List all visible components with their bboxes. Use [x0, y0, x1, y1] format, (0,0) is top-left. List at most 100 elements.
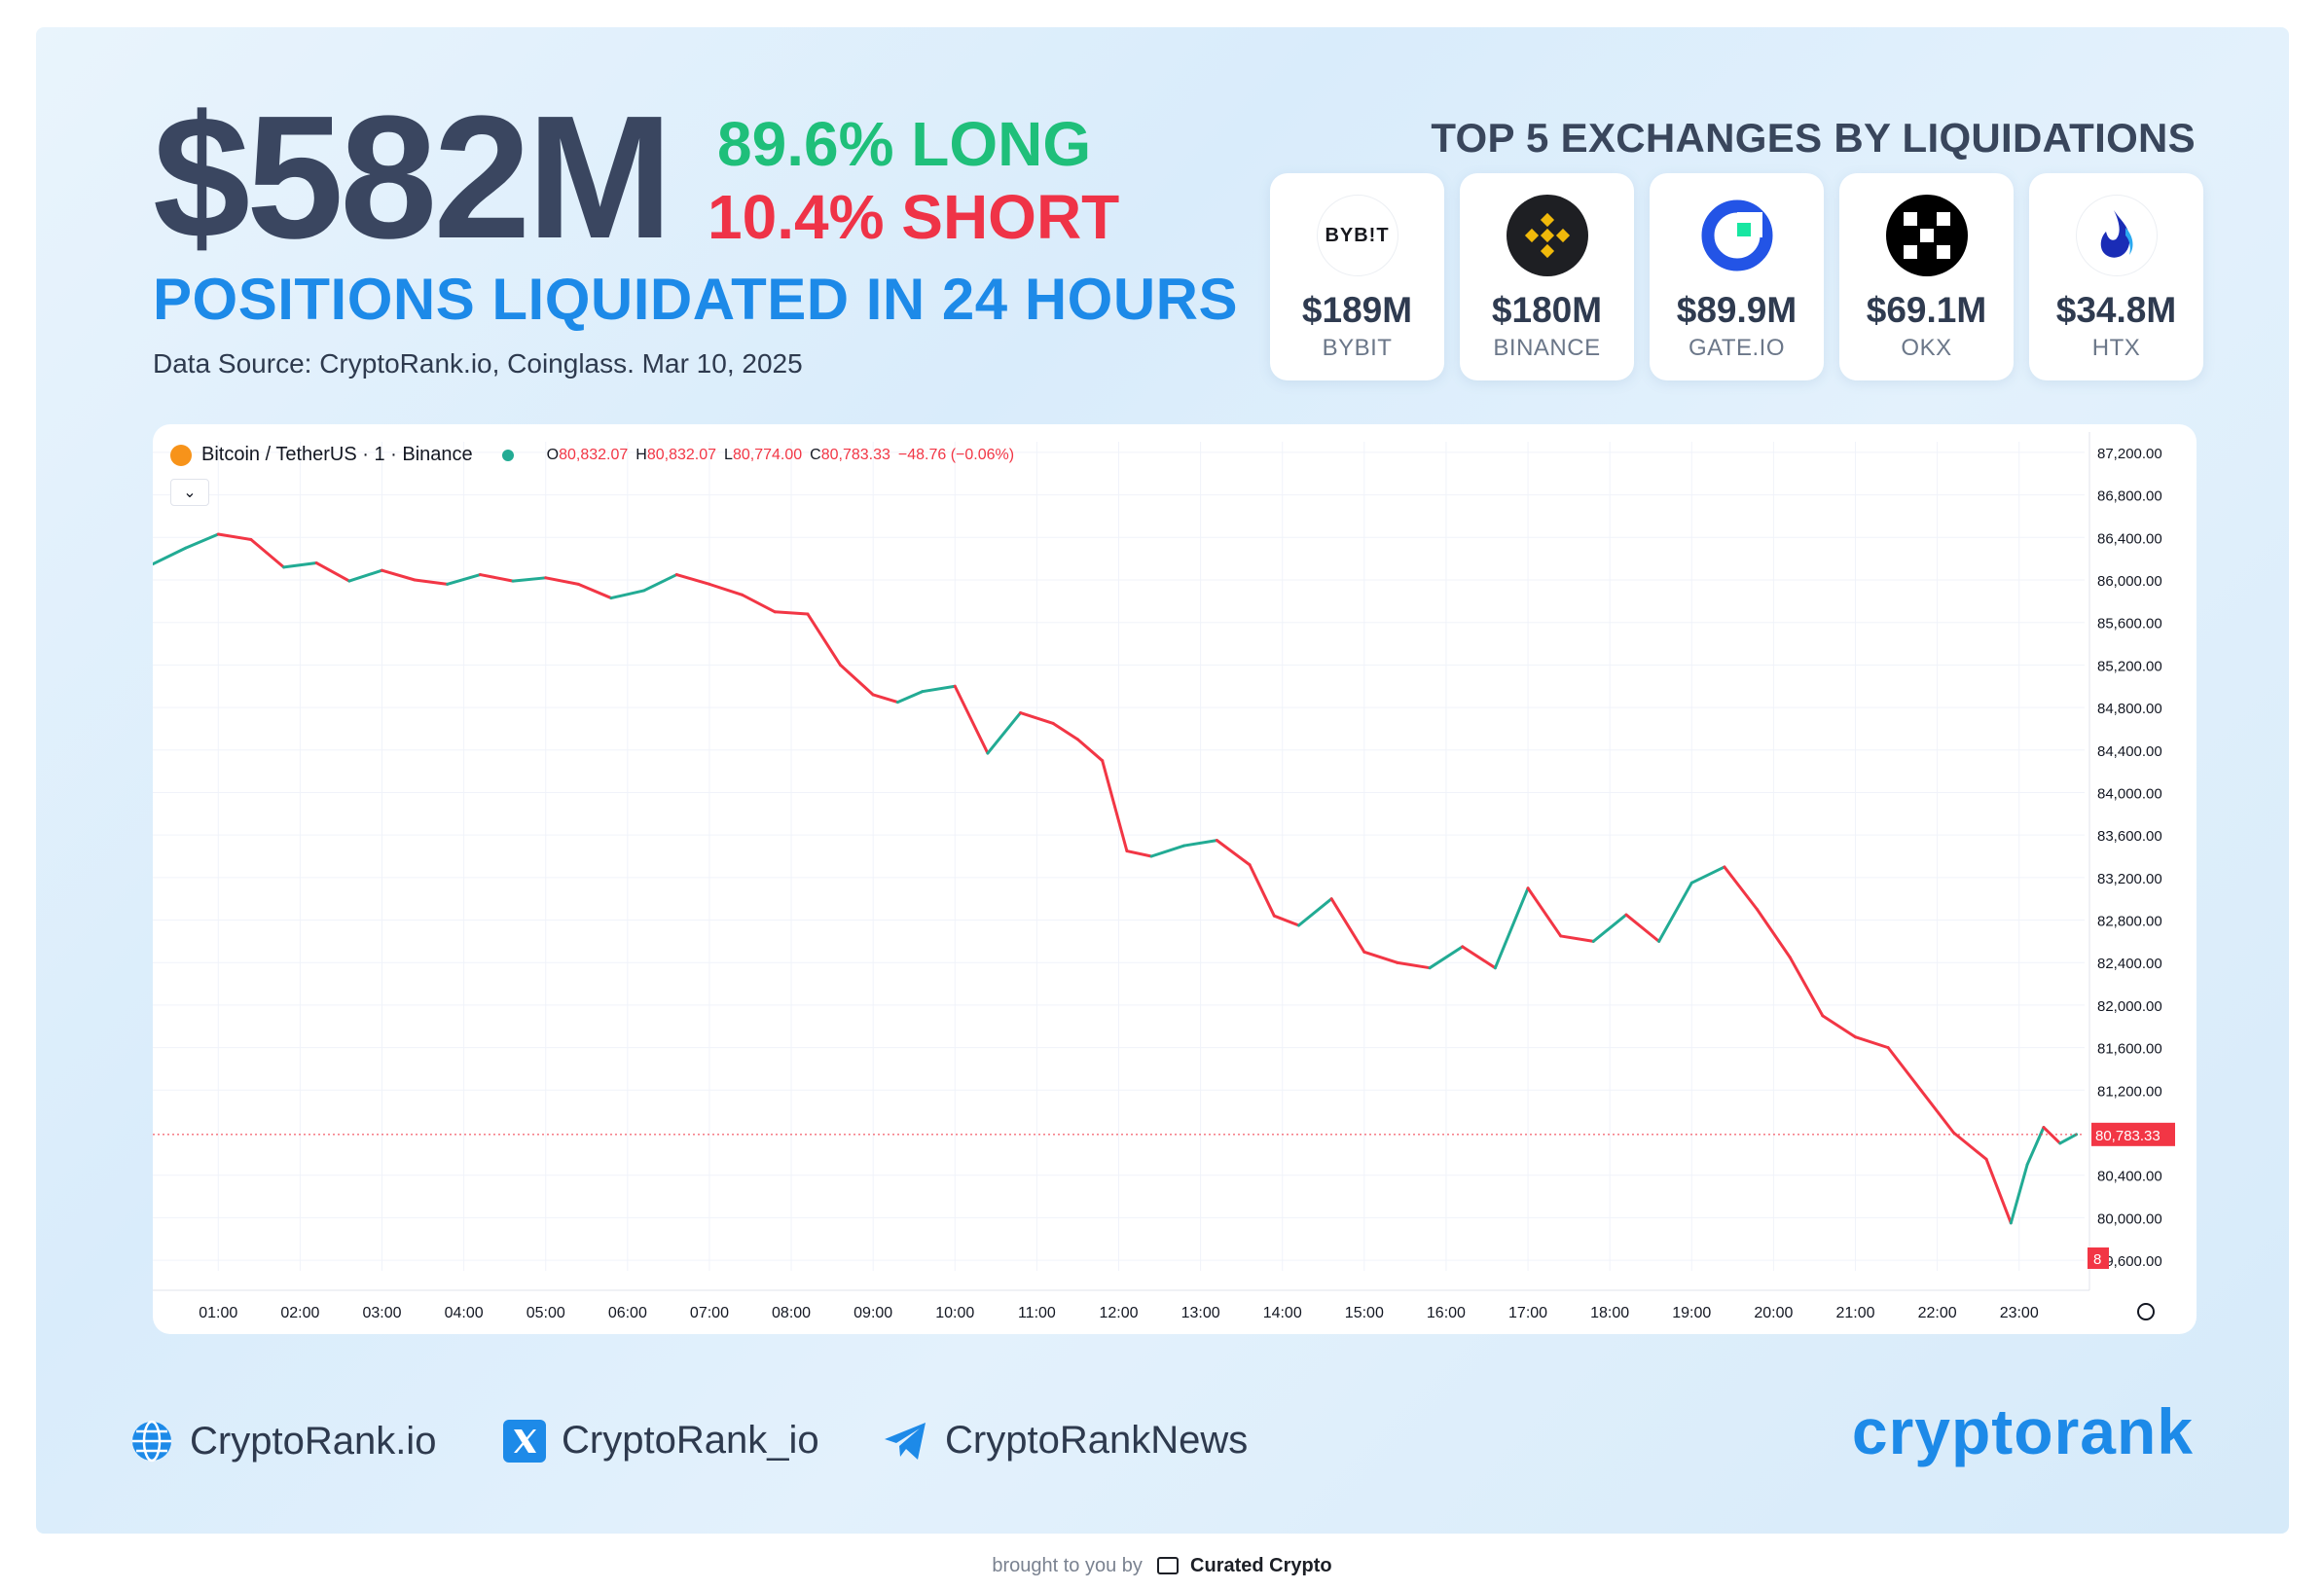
price-segment [1493, 886, 1530, 970]
symbol-label[interactable]: Bitcoin / TetherUS · 1 · Binance [201, 444, 473, 465]
price-segment [2042, 1126, 2062, 1145]
price-segment [1125, 849, 1153, 858]
y-tick-label: 86,800.00 [2097, 488, 2162, 505]
exchange-card-okx: $69.1M OKX [1839, 173, 2014, 380]
price-segment [2009, 1163, 2029, 1225]
price-segment [1149, 844, 1186, 858]
x-tick-label: 15:00 [1345, 1305, 1384, 1321]
price-segment [1723, 865, 1760, 912]
exchange-card-bybit: BYB!T $189M BYBIT [1270, 173, 1444, 380]
liquidation-total: $582M [153, 80, 672, 275]
price-segment [2058, 1133, 2079, 1145]
price-segment [921, 684, 957, 694]
price-segment [1362, 950, 1398, 964]
exchange-card-binance: $180M BINANCE [1460, 173, 1634, 380]
price-segment [282, 561, 318, 569]
chart-legend: Bitcoin / TetherUS · 1 · Binance O80,832… [170, 444, 1014, 466]
x-tick-label: 06:00 [608, 1305, 647, 1321]
chevron-down-icon: ⌄ [183, 485, 197, 501]
y-tick-label: 79,600.00 [2097, 1253, 2162, 1270]
price-segment [1886, 1046, 1923, 1092]
x-tick-label: 12:00 [1099, 1305, 1138, 1321]
x-tick-label: 01:00 [199, 1305, 237, 1321]
brought-prefix: brought to you by [992, 1555, 1143, 1576]
price-segment [674, 573, 711, 586]
price-segment [347, 568, 384, 583]
bitcoin-icon [170, 444, 192, 466]
price-segment [2025, 1126, 2046, 1167]
social-website[interactable]: CryptoRank.io [129, 1419, 436, 1464]
x-tick-label: 16:00 [1427, 1305, 1466, 1321]
exchange-name: BYBIT [1322, 335, 1393, 361]
price-segment [1461, 945, 1497, 970]
low-label: L [724, 446, 733, 463]
x-tick-label: 21:00 [1835, 1305, 1874, 1321]
x-tick-label: 22:00 [1918, 1305, 1957, 1321]
x-handle-label: CryptoRank_io [562, 1419, 819, 1462]
exchange-value: $69.1M [1866, 290, 1987, 330]
price-segment [1788, 956, 1825, 1018]
social-x[interactable]: CryptoRank_io [503, 1419, 819, 1463]
market-status-icon [501, 449, 514, 461]
price-segment [741, 593, 777, 614]
price-segment [642, 573, 678, 593]
price-segment [184, 532, 220, 550]
curated-crypto-icon [1157, 1557, 1180, 1574]
price-segment [609, 589, 646, 600]
x-tick-label: 09:00 [853, 1305, 892, 1321]
price-segment [216, 532, 253, 541]
brought-brand: Curated Crypto [1190, 1555, 1332, 1576]
price-segment [249, 537, 286, 569]
bybit-logo-text: BYB!T [1325, 224, 1390, 246]
price-segment [1689, 865, 1726, 885]
price-segment [446, 573, 482, 586]
x-tick-label: 17:00 [1508, 1305, 1547, 1321]
x-logo-icon [503, 1419, 546, 1463]
htx-logo-icon [2075, 195, 2158, 276]
cryptorank-logo: cryptorank [1851, 1395, 2194, 1467]
price-segment [1756, 908, 1792, 959]
price-segment [153, 546, 188, 566]
price-segment [1101, 759, 1129, 853]
x-tick-label: 11:00 [1018, 1305, 1056, 1321]
exchange-value: $180M [1491, 290, 1603, 330]
price-segment [986, 711, 1023, 755]
price-segment [773, 610, 810, 616]
ohlc-values: O80,832.07 H80,832.07 L80,774.00 C80,783… [547, 447, 1014, 464]
price-segment [871, 693, 899, 705]
price-segment [478, 573, 515, 583]
volume-badge [2088, 1247, 2109, 1269]
price-segment [1919, 1088, 1955, 1135]
price-segment [1019, 711, 1055, 725]
open-label: O [546, 446, 560, 463]
y-tick-label: 81,600.00 [2097, 1041, 2162, 1058]
price-segment [1428, 945, 1465, 970]
short-percentage: 10.4% SHORT [708, 182, 1120, 252]
y-tick-label: 83,600.00 [2097, 828, 2162, 845]
x-tick-label: 10:00 [935, 1305, 974, 1321]
close-label: C [810, 446, 821, 463]
y-tick-label: 86,400.00 [2097, 530, 2162, 547]
price-segment [511, 576, 548, 583]
price-segment [1248, 863, 1276, 918]
y-tick-label: 82,800.00 [2097, 914, 2162, 930]
y-tick-label: 82,400.00 [2097, 956, 2162, 972]
price-segment [544, 576, 580, 586]
exchange-value: $189M [1301, 290, 1413, 330]
price-segment [1272, 914, 1301, 927]
price-segment [576, 582, 613, 600]
exchange-value: $89.9M [1676, 290, 1797, 330]
price-segment [953, 684, 990, 755]
price-segment [1591, 913, 1628, 943]
exchanges-list: BYB!T $189M BYBIT $180M BINANCE [1270, 173, 2203, 380]
price-segment [1215, 839, 1252, 867]
exchange-name: BINANCE [1493, 335, 1601, 361]
globe-icon [132, 1420, 171, 1463]
x-tick-label: 05:00 [527, 1305, 565, 1321]
price-segment [1075, 738, 1105, 763]
social-telegram[interactable]: CryptoRankNews [883, 1419, 1248, 1463]
legend-collapse-button[interactable]: ⌄ [170, 479, 209, 506]
low-value: 80,774.00 [732, 446, 803, 463]
exchange-name: GATE.IO [1688, 335, 1786, 361]
x-tick-label: 02:00 [280, 1305, 319, 1321]
